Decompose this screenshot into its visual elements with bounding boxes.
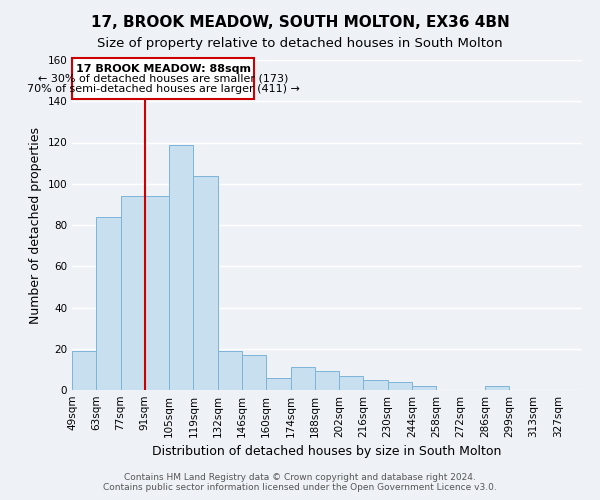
Y-axis label: Number of detached properties: Number of detached properties <box>29 126 42 324</box>
Text: Size of property relative to detached houses in South Molton: Size of property relative to detached ho… <box>97 38 503 51</box>
Bar <box>412 386 436 390</box>
Text: 17, BROOK MEADOW, SOUTH MOLTON, EX36 4BN: 17, BROOK MEADOW, SOUTH MOLTON, EX36 4BN <box>91 15 509 30</box>
Bar <box>266 378 290 390</box>
Bar <box>339 376 364 390</box>
Bar <box>218 351 242 390</box>
Bar <box>145 196 169 390</box>
FancyBboxPatch shape <box>72 58 254 99</box>
Bar <box>315 372 339 390</box>
Bar <box>364 380 388 390</box>
Bar <box>290 368 315 390</box>
X-axis label: Distribution of detached houses by size in South Molton: Distribution of detached houses by size … <box>152 446 502 458</box>
Bar <box>121 196 145 390</box>
Text: ← 30% of detached houses are smaller (173): ← 30% of detached houses are smaller (17… <box>38 74 288 84</box>
Bar <box>485 386 509 390</box>
Text: Contains HM Land Registry data © Crown copyright and database right 2024.
Contai: Contains HM Land Registry data © Crown c… <box>103 473 497 492</box>
Text: 17 BROOK MEADOW: 88sqm: 17 BROOK MEADOW: 88sqm <box>76 64 251 74</box>
Bar <box>169 144 193 390</box>
Bar <box>242 355 266 390</box>
Bar <box>96 217 121 390</box>
Bar <box>72 351 96 390</box>
Bar <box>193 176 218 390</box>
Text: 70% of semi-detached houses are larger (411) →: 70% of semi-detached houses are larger (… <box>26 84 299 94</box>
Bar <box>388 382 412 390</box>
